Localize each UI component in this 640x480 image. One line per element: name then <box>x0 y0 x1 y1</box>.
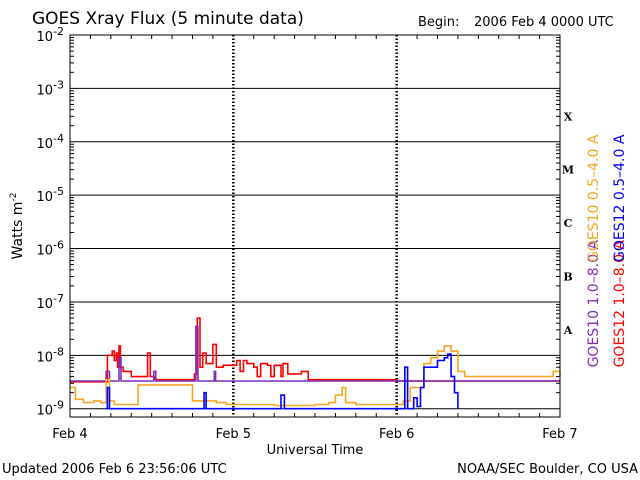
x-axis-label: Universal Time <box>267 443 364 458</box>
y-tick-label: 10-9 <box>36 399 64 419</box>
y-tick-label: 10-3 <box>36 78 64 98</box>
y-tick-base: 10 <box>36 404 53 419</box>
flare-class-label: B <box>563 270 572 283</box>
noaa-credit: NOAA/SEC Boulder, CO USA <box>457 462 638 477</box>
legend-entry: GOES10 1.0–8.0 A <box>586 240 602 368</box>
legend-label: GOES10 0.5–4.0 A <box>586 134 602 262</box>
series-line <box>70 345 561 407</box>
y-tick-exponent: -3 <box>53 78 64 91</box>
y-tick-label: 10-6 <box>36 239 64 259</box>
y-tick-exponent: -2 <box>53 25 64 38</box>
y-tick-exponent: -8 <box>53 345 64 358</box>
y-tick-exponent: -5 <box>53 185 64 198</box>
legend-label: GOES12 1.0–8.0 A <box>612 240 628 368</box>
y-tick-base: 10 <box>36 244 53 259</box>
y-axis-label-exponent: -2 <box>9 193 19 202</box>
y-tick-base: 10 <box>36 350 53 365</box>
x-tick-label: Feb 7 <box>542 427 577 442</box>
y-tick-exponent: -4 <box>53 132 64 145</box>
legend-label: GOES12 0.5–4.0 A <box>612 134 628 262</box>
svg-text:Watts m-2: Watts m-2 <box>9 193 26 260</box>
flare-class-label: A <box>563 324 573 337</box>
series-line <box>105 353 459 410</box>
y-tick-base: 10 <box>36 137 53 152</box>
legend-entry: GOES10 0.5–4.0 A <box>586 134 602 262</box>
y-tick-exponent: -9 <box>53 399 64 412</box>
updated-timestamp: Updated 2006 Feb 6 23:56:06 UTC <box>2 462 227 477</box>
legend: GOES10 1.0–8.0 A GOES12 1.0–8.0 A GOES10 0… <box>586 134 628 367</box>
y-tick-label: 10-7 <box>36 292 64 312</box>
grid-lines <box>70 35 560 417</box>
begin-value: 2006 Feb 4 0000 UTC <box>474 15 614 30</box>
y-tick-base: 10 <box>36 30 53 45</box>
y-tick-label: 10-2 <box>36 25 64 45</box>
begin-label: Begin: <box>418 15 459 30</box>
series-layer <box>70 317 561 410</box>
legend-entry: GOES12 0.5–4.0 A <box>612 134 628 262</box>
series-line <box>70 317 560 383</box>
legend-entry: GOES12 1.0–8.0 A <box>612 240 628 368</box>
y-tick-label: 10-4 <box>36 132 64 152</box>
y-tick-exponent: -6 <box>53 239 64 252</box>
flare-class-label: M <box>562 164 574 177</box>
y-tick-label: 10-5 <box>36 185 64 205</box>
y-axis-label: Watts m-2 <box>9 193 26 260</box>
y-tick-label: 10-8 <box>36 345 64 365</box>
x-tick-label: Feb 4 <box>52 427 87 442</box>
y-tick-base: 10 <box>36 83 53 98</box>
x-tick-label: Feb 5 <box>216 427 251 442</box>
flare-class-label: C <box>564 217 573 230</box>
flare-class-label: X <box>564 110 573 123</box>
legend-label: GOES10 1.0–8.0 A <box>586 240 602 368</box>
y-tick-base: 10 <box>36 190 53 205</box>
y-tick-exponent: -7 <box>53 292 64 305</box>
y-axis-label-text: Watts m <box>10 202 26 260</box>
series-line <box>70 325 560 382</box>
chart-title: GOES Xray Flux (5 minute data) <box>32 9 304 29</box>
x-tick-label: Feb 6 <box>379 427 414 442</box>
plot-frame <box>69 34 561 418</box>
flare-class-labels: X M C B A <box>562 110 574 337</box>
y-tick-base: 10 <box>36 297 53 312</box>
y-tick-labels: 10-210-310-410-510-610-710-810-9 <box>36 25 64 419</box>
x-tick-labels: Feb 4 Feb 5 Feb 6 Feb 7 <box>52 427 577 442</box>
